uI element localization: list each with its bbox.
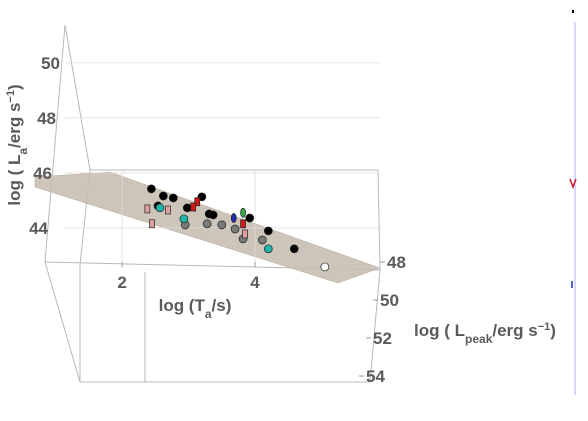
side-legend [569, 10, 577, 395]
point [165, 205, 171, 215]
point [263, 226, 273, 236]
point [179, 214, 189, 224]
label-part: a [205, 307, 212, 321]
label-part: ) [550, 321, 556, 340]
label-part: −1 [538, 321, 551, 333]
point [208, 210, 218, 220]
point [320, 262, 330, 272]
point [146, 184, 156, 194]
z-tick-label: 50 [380, 291, 399, 310]
label-part: ) [5, 84, 24, 90]
label-part: −1 [5, 90, 17, 103]
point [149, 219, 155, 229]
point [202, 219, 212, 229]
point [155, 203, 165, 213]
point [144, 204, 151, 214]
point [289, 244, 299, 254]
label-part: log ( L [414, 321, 465, 340]
point [168, 193, 178, 203]
z-tick-label: 54 [366, 367, 385, 386]
label-part: log (T [159, 296, 206, 315]
y-tick-label: 46 [33, 164, 52, 183]
z-tick-label: 48 [387, 253, 406, 272]
label-part: /s) [212, 296, 232, 315]
point [258, 235, 267, 245]
point [230, 224, 240, 234]
label-part: a [16, 148, 30, 155]
point [230, 213, 237, 223]
y-label: log ( La/erg s−1) [5, 84, 30, 205]
y-tick-label: 44 [29, 219, 48, 238]
x-label: log (Ta/s) [159, 296, 232, 321]
z-label: log ( Lpeak/erg s−1) [414, 321, 556, 346]
label-part: /erg s [5, 103, 24, 148]
point [242, 229, 248, 239]
point [217, 220, 227, 230]
point [190, 202, 197, 212]
point [240, 207, 246, 218]
label-part: log ( L [5, 155, 24, 206]
label-part: /erg s [492, 321, 537, 340]
label-part: peak [465, 332, 493, 346]
y-tick-label: 48 [37, 109, 56, 128]
point [245, 213, 255, 223]
z-tick-label: 52 [373, 329, 392, 348]
point [158, 191, 168, 201]
point [182, 203, 192, 213]
y-tick-label: 50 [41, 54, 60, 73]
x-tick-label: 4 [250, 273, 260, 292]
point [263, 244, 273, 254]
point [240, 219, 246, 229]
x-tick-label: 2 [117, 273, 126, 292]
point [194, 197, 201, 207]
